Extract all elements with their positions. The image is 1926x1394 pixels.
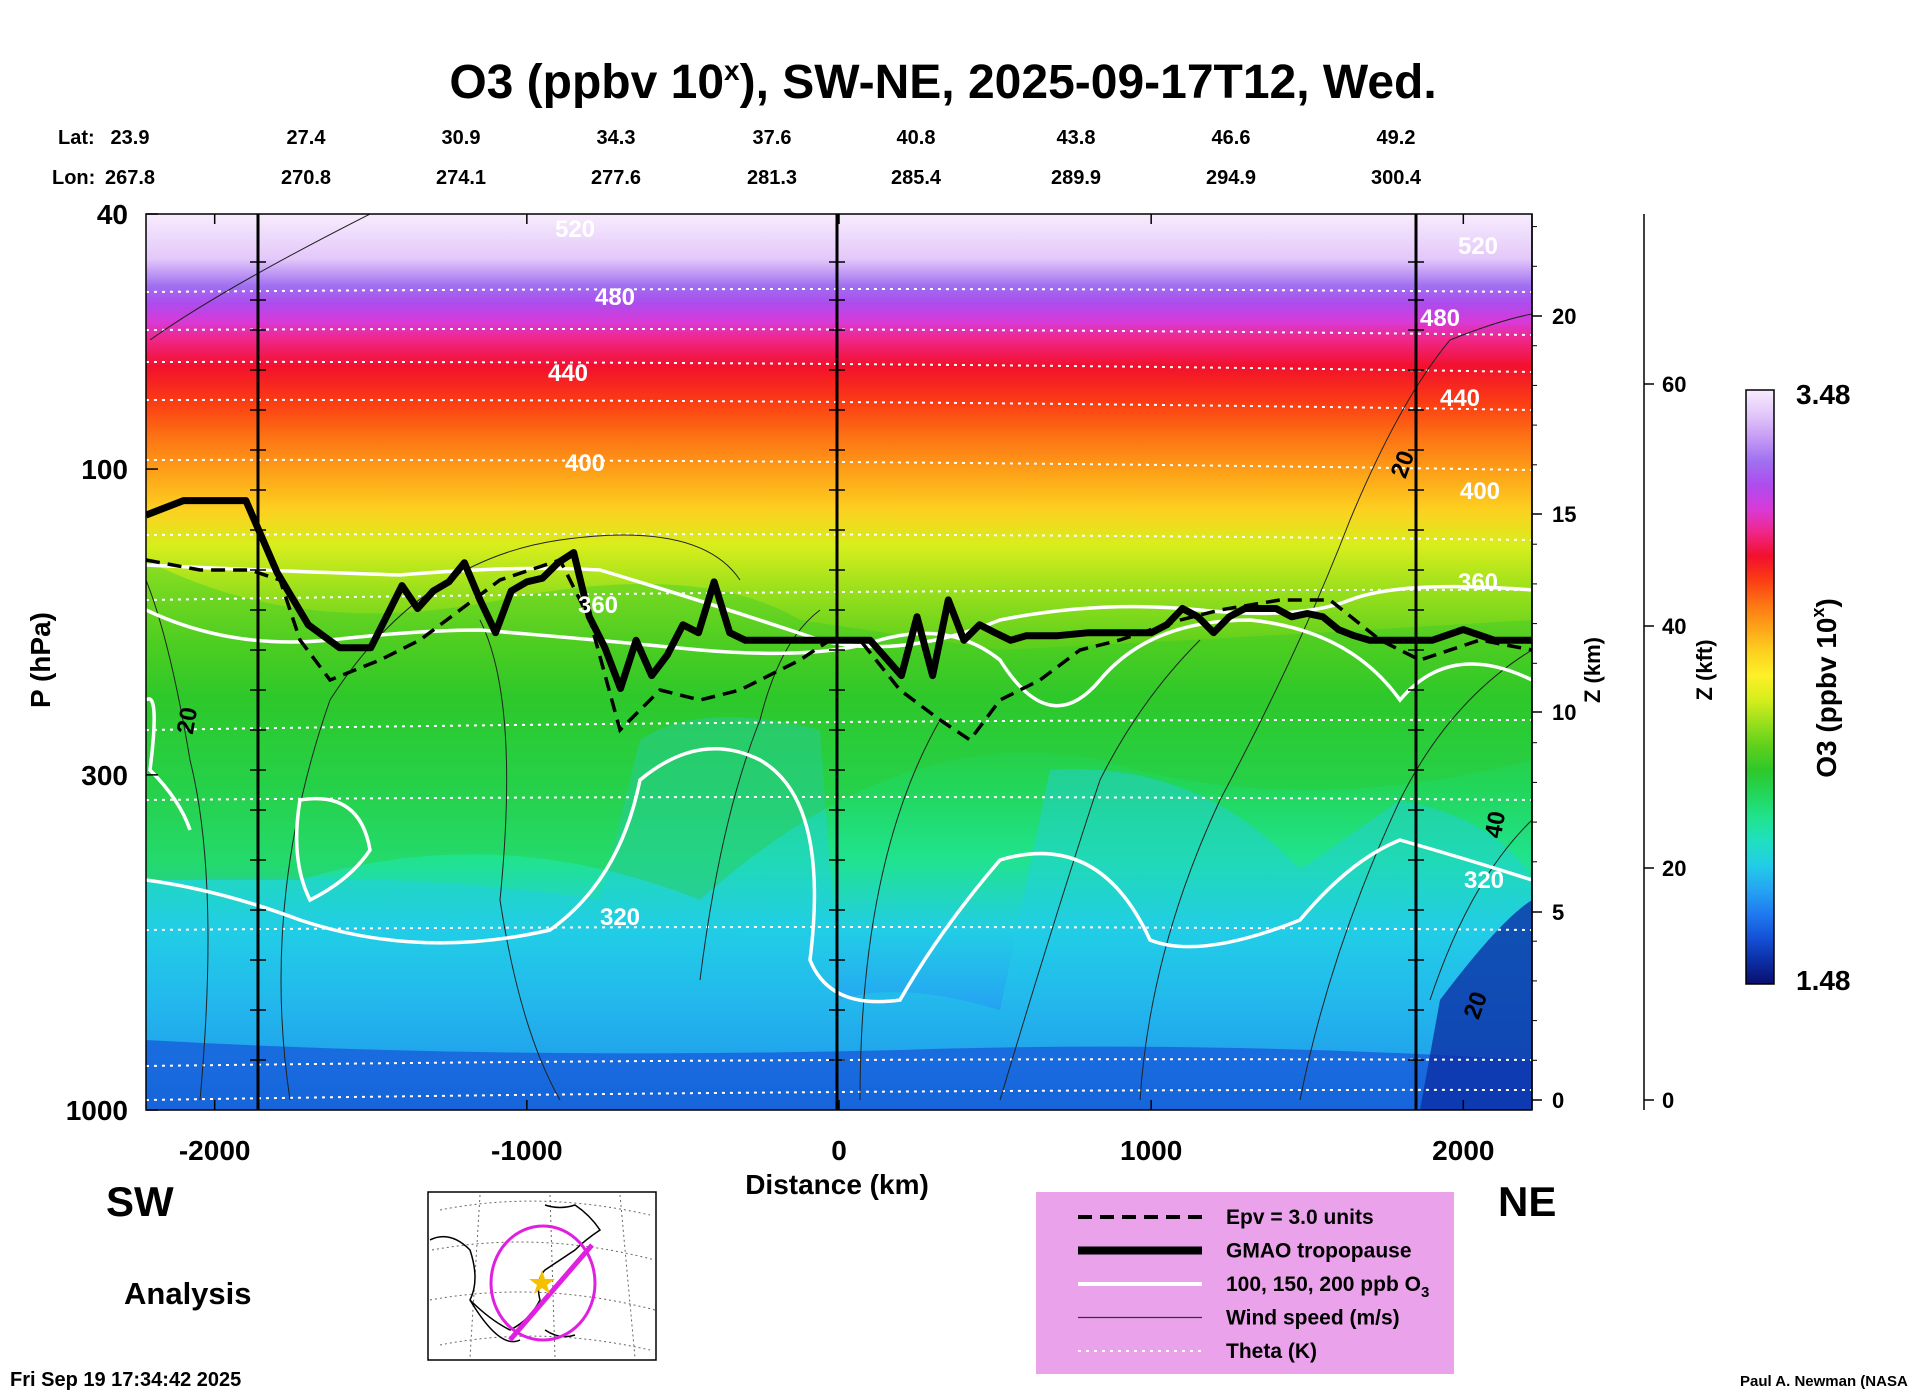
lon-value: 277.6 bbox=[591, 167, 641, 189]
lon-value: 281.3 bbox=[747, 167, 797, 189]
z-kft-axis: 0 20 40 60 bbox=[1643, 214, 1686, 1113]
lat-value: 37.6 bbox=[753, 127, 792, 149]
x-tick-label: -2000 bbox=[179, 1135, 251, 1166]
theta-label: 360 bbox=[578, 592, 618, 619]
theta-label: 520 bbox=[1458, 233, 1498, 260]
y-axis: 1000 300 100 40 bbox=[66, 199, 158, 1126]
legend-label: Wind speed (m/s) bbox=[1226, 1307, 1400, 1330]
credit: Paul A. Newman (NASA bbox=[1740, 1373, 1908, 1390]
lat-value: 40.8 bbox=[897, 127, 936, 149]
theta-label: 320 bbox=[600, 904, 640, 931]
lon-value: 274.1 bbox=[436, 167, 486, 189]
lon-value: 300.4 bbox=[1371, 167, 1422, 189]
theta-label: 400 bbox=[565, 450, 605, 477]
y-tick-label: 1000 bbox=[66, 1095, 128, 1126]
y-tick-label: 300 bbox=[81, 760, 128, 791]
lon-value: 294.9 bbox=[1206, 167, 1256, 189]
z-km-tick-label: 20 bbox=[1552, 304, 1576, 329]
z-kft-tick-label: 40 bbox=[1662, 614, 1686, 639]
y-axis-label: P (hPa) bbox=[25, 612, 56, 708]
z-km-axis-label: Z (km) bbox=[1580, 637, 1605, 703]
x-axis: -2000 -1000 0 1000 2000 bbox=[179, 214, 1494, 1166]
z-km-tick-label: 5 bbox=[1552, 900, 1564, 925]
theta-label: 440 bbox=[1440, 385, 1480, 412]
lat-value: 43.8 bbox=[1057, 127, 1096, 149]
lat-values: 23.9 27.4 30.9 34.3 37.6 40.8 43.8 46.6 49.2 bbox=[111, 127, 1416, 149]
legend-label: Theta (K) bbox=[1226, 1340, 1317, 1363]
lat-value: 30.9 bbox=[442, 127, 481, 149]
theta-label: 520 bbox=[555, 216, 595, 243]
z-km-tick-label: 0 bbox=[1552, 1088, 1564, 1113]
x-axis-label: Distance (km) bbox=[745, 1169, 929, 1200]
surface-deep-blue bbox=[1420, 900, 1532, 1110]
lat-value: 27.4 bbox=[287, 127, 327, 149]
lat-value: 49.2 bbox=[1377, 127, 1416, 149]
colorbar-label: O3 (ppbv 10x) bbox=[1808, 598, 1842, 778]
direction-ne: NE bbox=[1498, 1178, 1556, 1225]
star-icon bbox=[529, 1270, 555, 1294]
colorbar-min: 1.48 bbox=[1796, 965, 1851, 996]
y-tick-label: 100 bbox=[81, 454, 128, 485]
z-kft-tick-label: 20 bbox=[1662, 856, 1686, 881]
theta-label: 400 bbox=[1460, 478, 1500, 505]
z-km-axis: 0 5 10 15 20 bbox=[1531, 214, 1576, 1113]
plot-field: 5204804404003603205204804404003603202020… bbox=[146, 214, 1532, 1110]
analysis-label: Analysis bbox=[124, 1276, 252, 1311]
y-tick-label: 40 bbox=[97, 199, 128, 230]
z-kft-axis-label: Z (kft) bbox=[1692, 639, 1717, 700]
lat-value: 46.6 bbox=[1212, 127, 1251, 149]
lon-value: 270.8 bbox=[281, 167, 331, 189]
low-ozone-region bbox=[146, 717, 1532, 1110]
gmao-tropopause-line bbox=[146, 497, 1532, 692]
chart-title: O3 (ppbv 10x), SW-NE, 2025-09-17T12, Wed… bbox=[449, 55, 1436, 109]
lat-value: 34.3 bbox=[597, 127, 636, 149]
lon-values: 267.8 270.8 274.1 277.6 281.3 285.4 289.9 294.9… bbox=[105, 167, 1422, 189]
lon-label: Lon: bbox=[52, 167, 95, 189]
wind-label: 20 bbox=[172, 705, 203, 736]
z-km-tick-label: 10 bbox=[1552, 700, 1576, 725]
lat-value: 23.9 bbox=[111, 127, 150, 149]
timestamp: Fri Sep 19 17:34:42 2025 bbox=[10, 1369, 241, 1391]
x-tick-label: -1000 bbox=[491, 1135, 563, 1166]
lat-label: Lat: bbox=[58, 127, 95, 149]
z-kft-tick-label: 0 bbox=[1662, 1088, 1674, 1113]
theta-label: 360 bbox=[1458, 569, 1498, 596]
theta-label: 480 bbox=[1420, 305, 1460, 332]
z-km-tick-label: 15 bbox=[1552, 502, 1576, 527]
x-tick-label: 0 bbox=[831, 1135, 847, 1166]
x-tick-label: 2000 bbox=[1432, 1135, 1494, 1166]
z-kft-tick-label: 60 bbox=[1662, 372, 1686, 397]
legend-label: GMAO tropopause bbox=[1226, 1240, 1412, 1263]
surface-blue bbox=[146, 1040, 1532, 1110]
lon-value: 285.4 bbox=[891, 167, 942, 189]
legend-label: Epv = 3.0 units bbox=[1226, 1206, 1374, 1229]
wind-speed-contours bbox=[146, 214, 1532, 1101]
lon-value: 267.8 bbox=[105, 167, 155, 189]
theta-label: 480 bbox=[595, 284, 635, 311]
direction-sw: SW bbox=[106, 1178, 174, 1225]
colorbar-max: 3.48 bbox=[1796, 379, 1851, 410]
colorbar: 3.48 1.48 O3 (ppbv 10x) bbox=[1745, 379, 1851, 996]
wind-label: 40 bbox=[1480, 809, 1511, 840]
theta-label: 320 bbox=[1464, 867, 1504, 894]
theta-label: 440 bbox=[548, 360, 588, 387]
lon-value: 289.9 bbox=[1051, 167, 1101, 189]
location-map bbox=[427, 1191, 657, 1361]
x-tick-label: 1000 bbox=[1120, 1135, 1182, 1166]
